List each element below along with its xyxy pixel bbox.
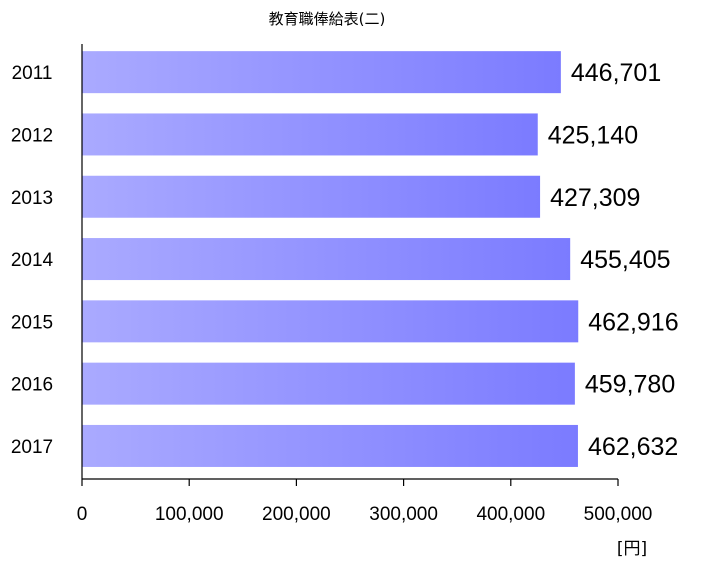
category-labels: 2011 2012 2013 2014 2015 2016 2017: [11, 63, 54, 458]
data-label-2017: 462,632: [588, 433, 678, 461]
bars-group: [82, 51, 579, 467]
category-label-2017: 2017: [11, 437, 53, 458]
category-label-2012: 2012: [11, 125, 53, 146]
data-labels: 446,701 425,140 427,309 455,405 462,916 459,7…: [548, 59, 679, 461]
category-label-2011: 2011: [12, 63, 53, 84]
x-tick-label: 100,000: [155, 504, 224, 525]
data-label-2011: 446,701: [571, 59, 661, 87]
bar-2016: [82, 362, 575, 405]
bar-2012: [82, 113, 538, 156]
x-axis: 0 100,000 200,000 300,000 400,000 500,000: [77, 478, 653, 525]
x-tick-label: 0: [77, 504, 88, 525]
data-label-2012: 425,140: [548, 121, 638, 149]
bar-2015: [82, 300, 579, 343]
x-axis-unit: [円]: [617, 539, 647, 559]
x-tick-label: 400,000: [476, 504, 545, 525]
bar-2017: [82, 424, 578, 467]
bar-2014: [82, 238, 571, 281]
x-tick-label: 500,000: [584, 504, 653, 525]
x-tick-label: 200,000: [262, 504, 331, 525]
category-label-2015: 2015: [11, 312, 53, 333]
chart-title: 教育職俸給表(二): [269, 10, 386, 28]
category-label-2013: 2013: [11, 188, 53, 209]
bar-2011: [82, 51, 561, 94]
data-label-2014: 455,405: [580, 246, 670, 274]
category-label-2014: 2014: [11, 250, 54, 271]
data-label-2013: 427,309: [550, 184, 640, 212]
data-label-2016: 459,780: [585, 371, 675, 399]
bar-2013: [82, 175, 541, 218]
data-label-2015: 462,916: [588, 308, 678, 336]
x-tick-label: 300,000: [369, 504, 438, 525]
category-label-2016: 2016: [11, 375, 53, 396]
